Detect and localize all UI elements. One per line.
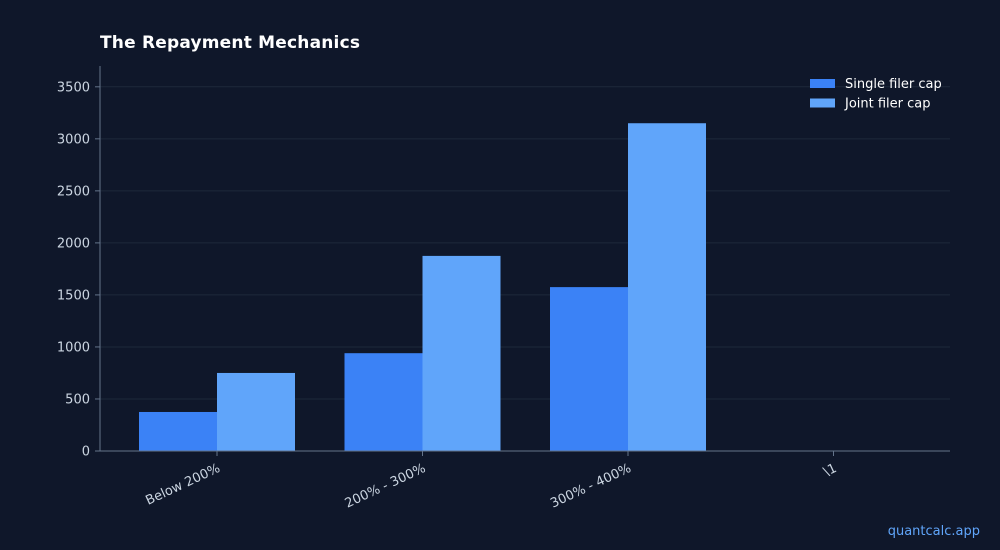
x-tick-label: Below 200% xyxy=(143,461,222,509)
chart-title: The Repayment Mechanics xyxy=(100,33,361,53)
bar-joint-1 xyxy=(422,255,501,451)
y-tick-label: 1500 xyxy=(57,288,90,303)
y-tick-label: 500 xyxy=(65,392,90,407)
bar-single-0 xyxy=(139,411,217,451)
bar-single-2 xyxy=(550,287,628,451)
x-tick-label: 200% - 300% xyxy=(343,461,428,511)
bar-joint-2 xyxy=(628,123,706,451)
watermark-link[interactable]: quantcalc.app xyxy=(887,524,980,539)
legend-label-1: Joint filer cap xyxy=(844,97,931,112)
bar-joint-0 xyxy=(217,372,295,451)
y-tick-label: 2500 xyxy=(57,184,90,199)
y-tick-label: 3500 xyxy=(57,80,90,95)
x-tick-label: 300% - 400% xyxy=(548,461,633,511)
legend-swatch-1 xyxy=(810,98,835,108)
y-tick-label: 2000 xyxy=(57,236,90,251)
legend-label-0: Single filer cap xyxy=(845,77,942,92)
y-tick-label: 0 xyxy=(82,445,90,460)
x-tick-label: \1 xyxy=(821,461,839,480)
bar-single-1 xyxy=(344,353,423,451)
legend-swatch-0 xyxy=(810,79,835,88)
y-tick-label: 1000 xyxy=(57,340,90,355)
y-tick-label: 3000 xyxy=(57,132,90,147)
